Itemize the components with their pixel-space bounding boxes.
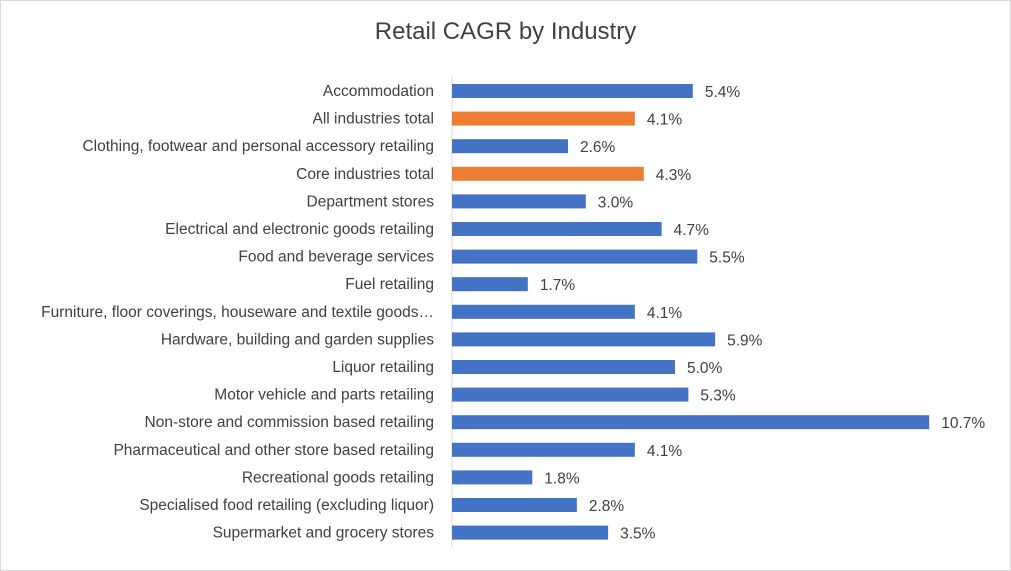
bar <box>452 111 635 126</box>
bar <box>452 249 698 264</box>
category-label: Recreational goods retailing <box>242 469 434 486</box>
value-labels: 5.4% 4.1% 2.6% 4.3% 3.0% 4.7% 5.5% 1.7% 4.1% 5.9%… <box>540 84 986 543</box>
value-label: 4.1% <box>647 112 683 129</box>
value-label: 1.7% <box>540 277 576 294</box>
category-label: Non-store and commission based retailing <box>145 414 434 431</box>
bar <box>452 498 577 512</box>
bar <box>452 525 609 540</box>
bar <box>452 304 635 319</box>
bar <box>452 415 930 430</box>
value-label: 5.3% <box>700 388 736 405</box>
value-label: 5.9% <box>727 332 763 349</box>
value-label: 2.8% <box>589 498 625 515</box>
bar <box>452 360 675 374</box>
bar <box>452 442 635 457</box>
value-label: 5.0% <box>687 360 723 377</box>
category-label: Accommodation <box>323 83 434 100</box>
category-label: Fuel retailing <box>345 276 434 293</box>
category-label: Electrical and electronic goods retailin… <box>165 221 434 238</box>
category-label: Department stores <box>307 193 435 210</box>
bar <box>452 332 716 347</box>
value-label: 4.7% <box>674 222 710 239</box>
chart-title: Retail CAGR by Industry <box>374 18 637 45</box>
bar <box>452 222 662 236</box>
category-label: Specialised food retailing (excluding li… <box>139 497 434 514</box>
category-label: Food and beverage services <box>238 249 434 266</box>
value-label: 5.4% <box>705 84 741 101</box>
category-label: All industries total <box>313 111 434 128</box>
category-label: Pharmaceutical and other store based ret… <box>113 442 434 459</box>
bar <box>452 84 693 98</box>
value-label: 3.5% <box>620 526 656 543</box>
bar <box>452 277 528 292</box>
value-label: 4.3% <box>656 167 692 184</box>
value-label: 4.1% <box>647 305 683 322</box>
category-label: Hardware, building and garden supplies <box>161 331 434 348</box>
category-label: Liquor retailing <box>332 359 434 376</box>
value-label: 10.7% <box>941 415 985 432</box>
category-label: Furniture, floor coverings, houseware an… <box>41 304 434 321</box>
value-label: 4.1% <box>647 443 683 460</box>
bar <box>452 387 689 402</box>
value-label: 5.5% <box>709 250 745 267</box>
category-label: Supermarket and grocery stores <box>213 525 435 542</box>
value-label: 3.0% <box>598 194 634 211</box>
bar <box>452 166 644 181</box>
category-label: Clothing, footwear and personal accessor… <box>82 138 434 155</box>
category-label: Motor vehicle and parts retailing <box>214 387 434 404</box>
category-label: Core industries total <box>296 166 434 183</box>
value-label: 1.8% <box>544 470 580 487</box>
bar <box>452 470 533 485</box>
value-label: 2.6% <box>580 139 616 156</box>
bar <box>452 139 568 154</box>
bars-group <box>452 84 930 540</box>
bar <box>452 194 586 209</box>
category-labels: Accommodation All industries total Clothin… <box>41 83 434 542</box>
